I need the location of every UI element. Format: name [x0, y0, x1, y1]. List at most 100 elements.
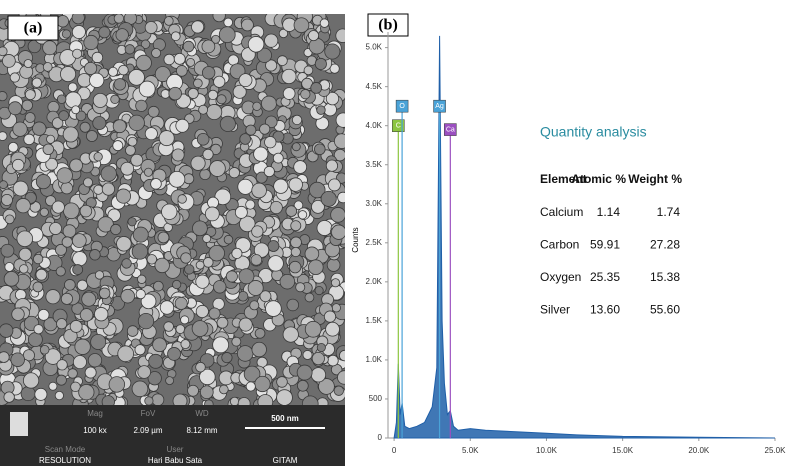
particle	[109, 377, 125, 393]
particle	[196, 362, 206, 372]
particle	[86, 130, 97, 141]
particle	[109, 67, 118, 76]
particle	[181, 340, 190, 349]
particle	[131, 154, 143, 166]
element-label: Ca	[446, 126, 455, 133]
particle	[294, 18, 309, 33]
particle	[283, 88, 295, 100]
particle	[85, 367, 96, 378]
particle	[57, 15, 69, 27]
particle	[178, 195, 187, 204]
particle	[83, 178, 92, 187]
particle	[282, 69, 296, 83]
table-cell: Calcium	[540, 205, 583, 219]
particle	[232, 248, 242, 258]
table-cell: 13.60	[590, 303, 620, 317]
chart-title: Quantity analysis	[540, 124, 647, 140]
particle	[132, 244, 148, 260]
particle	[261, 96, 276, 111]
particle	[172, 280, 180, 288]
scale-label: 500 nm	[271, 414, 299, 423]
particle	[43, 41, 57, 55]
particle	[117, 236, 132, 251]
particle	[118, 346, 134, 362]
particle	[265, 301, 281, 317]
particle	[19, 248, 31, 260]
particle	[55, 391, 63, 399]
particle	[111, 224, 121, 234]
particle	[251, 255, 262, 266]
particle	[326, 160, 337, 171]
particle	[160, 301, 174, 315]
particle	[89, 73, 103, 87]
particle	[264, 166, 274, 176]
particle	[161, 90, 170, 99]
particle	[277, 56, 287, 66]
particle	[122, 259, 132, 269]
particle	[28, 333, 42, 347]
info-value: 2.09 µm	[133, 426, 162, 435]
particle	[63, 203, 79, 219]
particle	[239, 74, 252, 87]
particle	[113, 120, 126, 133]
particle	[94, 307, 108, 321]
particle	[199, 105, 208, 114]
particle	[297, 365, 312, 380]
particle	[172, 149, 184, 161]
particle	[174, 53, 185, 64]
particle	[21, 387, 35, 401]
particle	[240, 134, 251, 145]
particle	[253, 102, 261, 110]
particle	[132, 381, 148, 397]
particle	[12, 308, 25, 321]
particle	[203, 149, 213, 159]
info-label: WD	[195, 409, 209, 418]
particle	[219, 27, 235, 43]
particle	[305, 247, 319, 261]
particle	[16, 198, 30, 212]
particle	[297, 380, 308, 391]
y-tick-label: 0	[378, 433, 383, 442]
particle	[336, 113, 350, 127]
particle	[0, 132, 7, 141]
particle	[0, 91, 7, 100]
particle	[315, 58, 326, 69]
particle	[121, 289, 135, 303]
y-tick-label: 3.0K	[366, 199, 383, 208]
particle	[312, 352, 324, 364]
spectrum	[394, 36, 775, 438]
particle	[241, 19, 253, 31]
y-tick-label: 3.5K	[366, 160, 383, 169]
particle	[63, 127, 78, 142]
particle	[84, 35, 98, 49]
particle	[153, 281, 163, 291]
particle	[255, 376, 270, 391]
particle	[57, 360, 67, 370]
particle	[292, 115, 301, 124]
x-tick-label: 0	[392, 446, 397, 455]
particle	[328, 179, 340, 191]
particle	[305, 321, 321, 337]
particle	[72, 25, 85, 38]
x-tick-label: 15.0K	[612, 446, 634, 455]
particle	[287, 299, 299, 311]
particle	[9, 102, 22, 115]
particle	[239, 318, 252, 331]
particle	[191, 21, 203, 33]
particle	[33, 282, 43, 292]
y-tick-label: 4.5K	[366, 82, 383, 91]
particle	[325, 44, 340, 59]
particle	[183, 41, 194, 52]
particle	[136, 100, 147, 111]
page: Mag 100 kx FoV 2.09 µm WD 8.12 mm 500 nm…	[0, 0, 790, 466]
particle	[90, 249, 101, 260]
particle	[315, 286, 323, 294]
particle	[334, 386, 343, 395]
particle	[219, 385, 228, 394]
info-value: GITAM	[273, 456, 298, 465]
y-tick-label: 5.0K	[366, 43, 383, 52]
particle	[49, 382, 57, 390]
particle	[304, 66, 313, 75]
particle	[70, 159, 83, 172]
particle	[125, 45, 134, 54]
